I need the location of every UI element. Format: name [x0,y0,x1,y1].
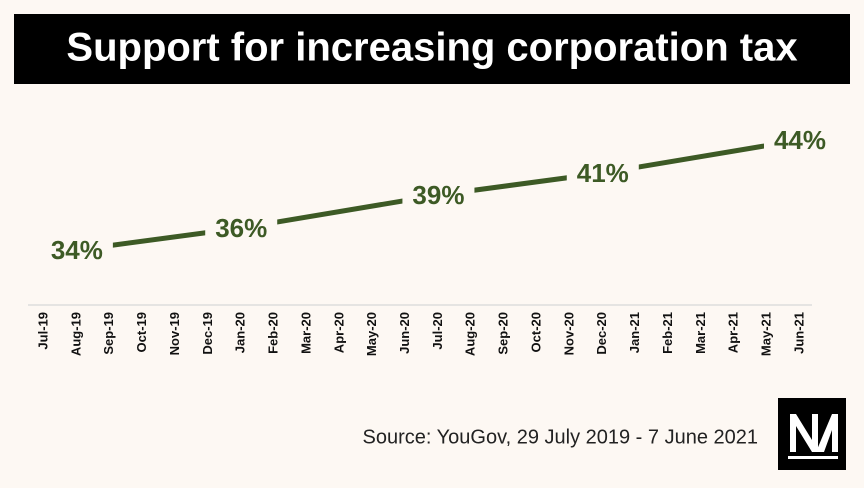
x-tick-label: Jan-20 [233,312,248,353]
x-tick-label: Feb-21 [660,312,675,354]
x-tick-label: May-20 [364,312,379,356]
x-tick-label: Jun-20 [397,312,412,354]
label-background [205,211,278,245]
x-tick-label: Nov-20 [561,312,576,355]
chart-title: Support for increasing corporation tax [66,26,797,70]
x-tick-label: Sep-20 [496,312,511,355]
title-box [14,14,850,84]
x-tick-label: Mar-21 [693,312,708,354]
label-background [566,156,639,190]
x-tick-label: Mar-20 [298,312,313,354]
x-tick-label: Oct-19 [134,312,149,352]
x-tick-label: Dec-20 [594,312,609,355]
x-tick-label: Dec-19 [200,312,215,355]
x-tick-label: Feb-20 [266,312,281,354]
value-label: 34% [51,235,103,265]
x-tick-label: Jul-20 [430,312,445,350]
value-label: 41% [577,158,629,188]
logo [778,398,846,470]
logo-m [816,414,838,452]
x-tick-label: Jan-21 [627,312,642,353]
value-label: 39% [412,180,464,210]
x-tick-label: Jul-19 [35,312,50,350]
x-tick-label: Oct-20 [528,312,543,352]
source: Source: YouGov, 29 July 2019 - 7 June 20… [363,426,758,448]
logo-bar [788,456,838,459]
label-background [402,178,475,212]
x-tick-label: Nov-19 [167,312,182,355]
x-tick-label: May-21 [759,312,774,356]
x-tick-label: Apr-21 [726,312,741,353]
x-tick-label: Apr-20 [331,312,346,353]
value-label: 36% [215,213,267,243]
value-label: 44% [774,125,826,155]
label-background [40,233,113,267]
x-tick-label: Sep-19 [101,312,116,355]
x-tick-label: Jun-21 [791,312,806,354]
x-tick-label: Aug-19 [68,312,83,356]
logo-n [790,414,818,452]
label-background [764,123,836,157]
x-tick-label: Aug-20 [463,312,478,356]
